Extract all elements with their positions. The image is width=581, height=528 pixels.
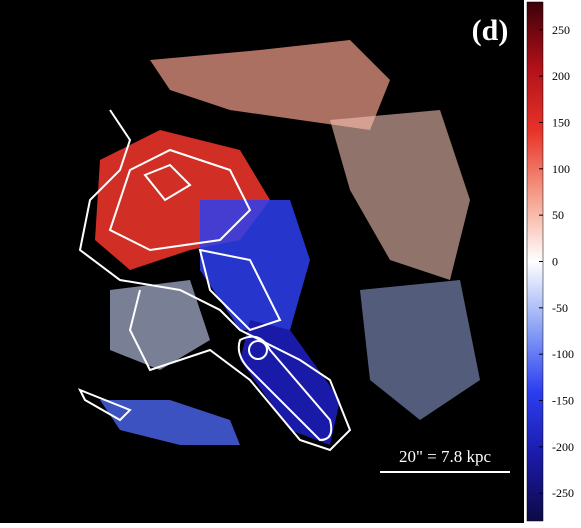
scale-bar-label: 20" = 7.8 kpc <box>399 447 492 466</box>
colorbar-tick-label: -50 <box>552 301 568 315</box>
contours <box>77 109 352 452</box>
colorbar-tick-label: 200 <box>552 69 570 83</box>
colorbar-tick-label: -250 <box>552 486 574 500</box>
colorbar-tick-label: -100 <box>552 347 574 361</box>
colorbar-tick-label: 100 <box>552 162 570 176</box>
panel-label: (d) <box>472 14 509 47</box>
colorbar-tick-label: -150 <box>552 394 574 408</box>
colorbar-tick-label: -200 <box>552 440 574 454</box>
colorbar-tick-label: 0 <box>552 255 558 269</box>
colorbar-tick-label: 250 <box>552 23 570 37</box>
colorbar-tick-label: 150 <box>552 115 570 129</box>
colorbar-tick-label: 50 <box>552 208 564 222</box>
